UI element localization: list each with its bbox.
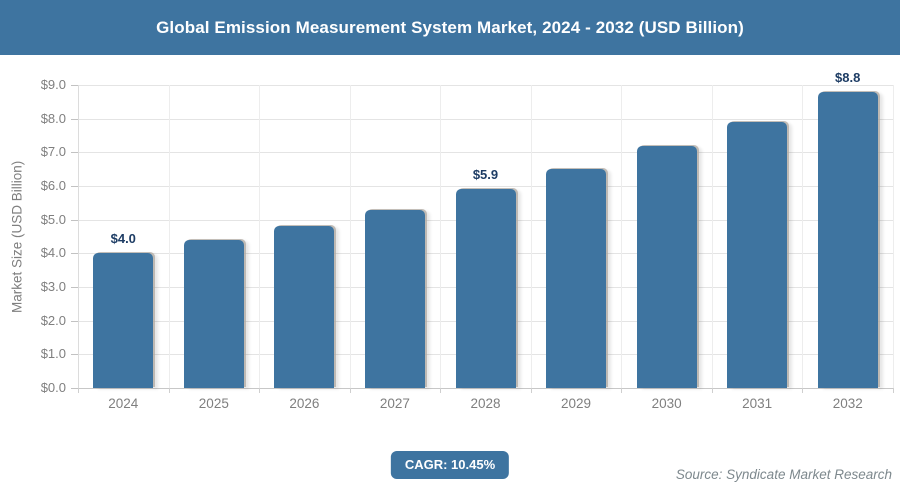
bar-2027 <box>364 209 425 388</box>
y-axis-tick <box>71 388 78 389</box>
y-tick-label: $1.0 <box>40 346 66 362</box>
x-tick-label: 2027 <box>379 396 410 411</box>
chart-title: Global Emission Measurement System Marke… <box>156 17 744 37</box>
gridline-vertical <box>711 85 713 388</box>
bar-value-label: $4.0 <box>110 231 136 247</box>
bar-value-label: $8.8 <box>835 69 861 85</box>
gridline-vertical <box>440 85 442 388</box>
y-axis-tick <box>71 219 78 221</box>
gridline-horizontal <box>78 118 893 120</box>
y-tick-label: $5.0 <box>40 211 66 227</box>
y-tick-label: $8.0 <box>40 110 66 126</box>
bar-2025 <box>183 239 244 388</box>
x-axis-tick <box>711 388 713 393</box>
bar-value-label: $5.9 <box>472 167 499 183</box>
x-tick-label: 2031 <box>742 396 773 411</box>
y-axis-tick <box>71 253 78 255</box>
x-axis-tick <box>893 388 894 393</box>
bar-2032 <box>817 91 878 388</box>
x-tick-label: 2026 <box>289 396 320 411</box>
x-axis-tick <box>259 388 261 393</box>
y-axis-tick <box>71 85 78 86</box>
x-tick-label: 2024 <box>108 396 139 411</box>
y-axis-tick <box>71 354 78 356</box>
x-axis-tick <box>802 388 804 393</box>
y-tick-label: $7.0 <box>40 144 66 160</box>
y-tick-label: $3.0 <box>40 279 66 294</box>
bar-2028 <box>455 189 516 388</box>
gridline-horizontal <box>78 85 893 86</box>
gridline-vertical <box>530 85 532 388</box>
cagr-badge: CAGR: 10.45% <box>390 451 510 479</box>
y-axis-tick <box>71 152 78 154</box>
bar-2029 <box>546 169 607 388</box>
bar-2031 <box>727 122 788 388</box>
x-axis-tick <box>78 388 79 393</box>
chart-title-bar: Global Emission Measurement System Marke… <box>0 0 900 55</box>
gridline-horizontal <box>78 152 893 154</box>
x-axis-tick <box>621 388 623 393</box>
y-tick-label: $9.0 <box>40 77 66 92</box>
gridline-vertical <box>259 85 261 388</box>
y-axis-tick <box>71 118 78 120</box>
x-tick-label: 2025 <box>198 396 229 411</box>
x-axis-tick <box>349 388 351 393</box>
x-axis-tick <box>168 388 170 393</box>
gridline-vertical <box>893 85 894 388</box>
y-tick-label: $2.0 <box>40 312 66 328</box>
x-tick-label: 2028 <box>470 396 501 411</box>
y-axis-line <box>78 85 79 388</box>
y-axis-tick <box>71 186 78 187</box>
y-axis-tick <box>71 287 78 288</box>
gridline-vertical <box>621 85 623 388</box>
bar-2030 <box>636 145 697 388</box>
x-tick-label: 2032 <box>832 396 863 411</box>
gridline-horizontal <box>78 186 893 187</box>
gridline-vertical <box>349 85 351 388</box>
y-tick-label: $6.0 <box>40 178 66 193</box>
y-tick-label: $0.0 <box>40 380 66 395</box>
gridline-vertical <box>802 85 804 388</box>
x-axis-line <box>78 388 893 389</box>
gridline-vertical <box>168 85 170 388</box>
y-axis-tick <box>71 320 78 322</box>
source-attribution: Source: Syndicate Market Research <box>675 467 892 482</box>
y-axis-title: Market Size (USD Billion) <box>9 160 25 313</box>
bar-2024 <box>93 253 154 388</box>
y-tick-label: $4.0 <box>40 245 66 261</box>
x-axis-tick <box>530 388 532 393</box>
x-tick-label: 2029 <box>561 396 592 411</box>
x-tick-label: 2030 <box>651 396 682 411</box>
bar-2026 <box>274 226 335 388</box>
x-axis-tick <box>440 388 442 393</box>
